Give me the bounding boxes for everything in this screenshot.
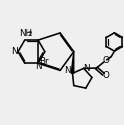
Text: N: N (83, 64, 90, 73)
Text: N: N (35, 62, 42, 71)
Text: O: O (103, 56, 110, 65)
Text: 2: 2 (27, 31, 32, 37)
Text: Br: Br (39, 58, 49, 66)
Polygon shape (71, 52, 74, 73)
Text: NH: NH (19, 29, 32, 38)
Text: N: N (64, 66, 70, 75)
Text: N: N (11, 47, 18, 56)
Text: O: O (103, 71, 109, 80)
